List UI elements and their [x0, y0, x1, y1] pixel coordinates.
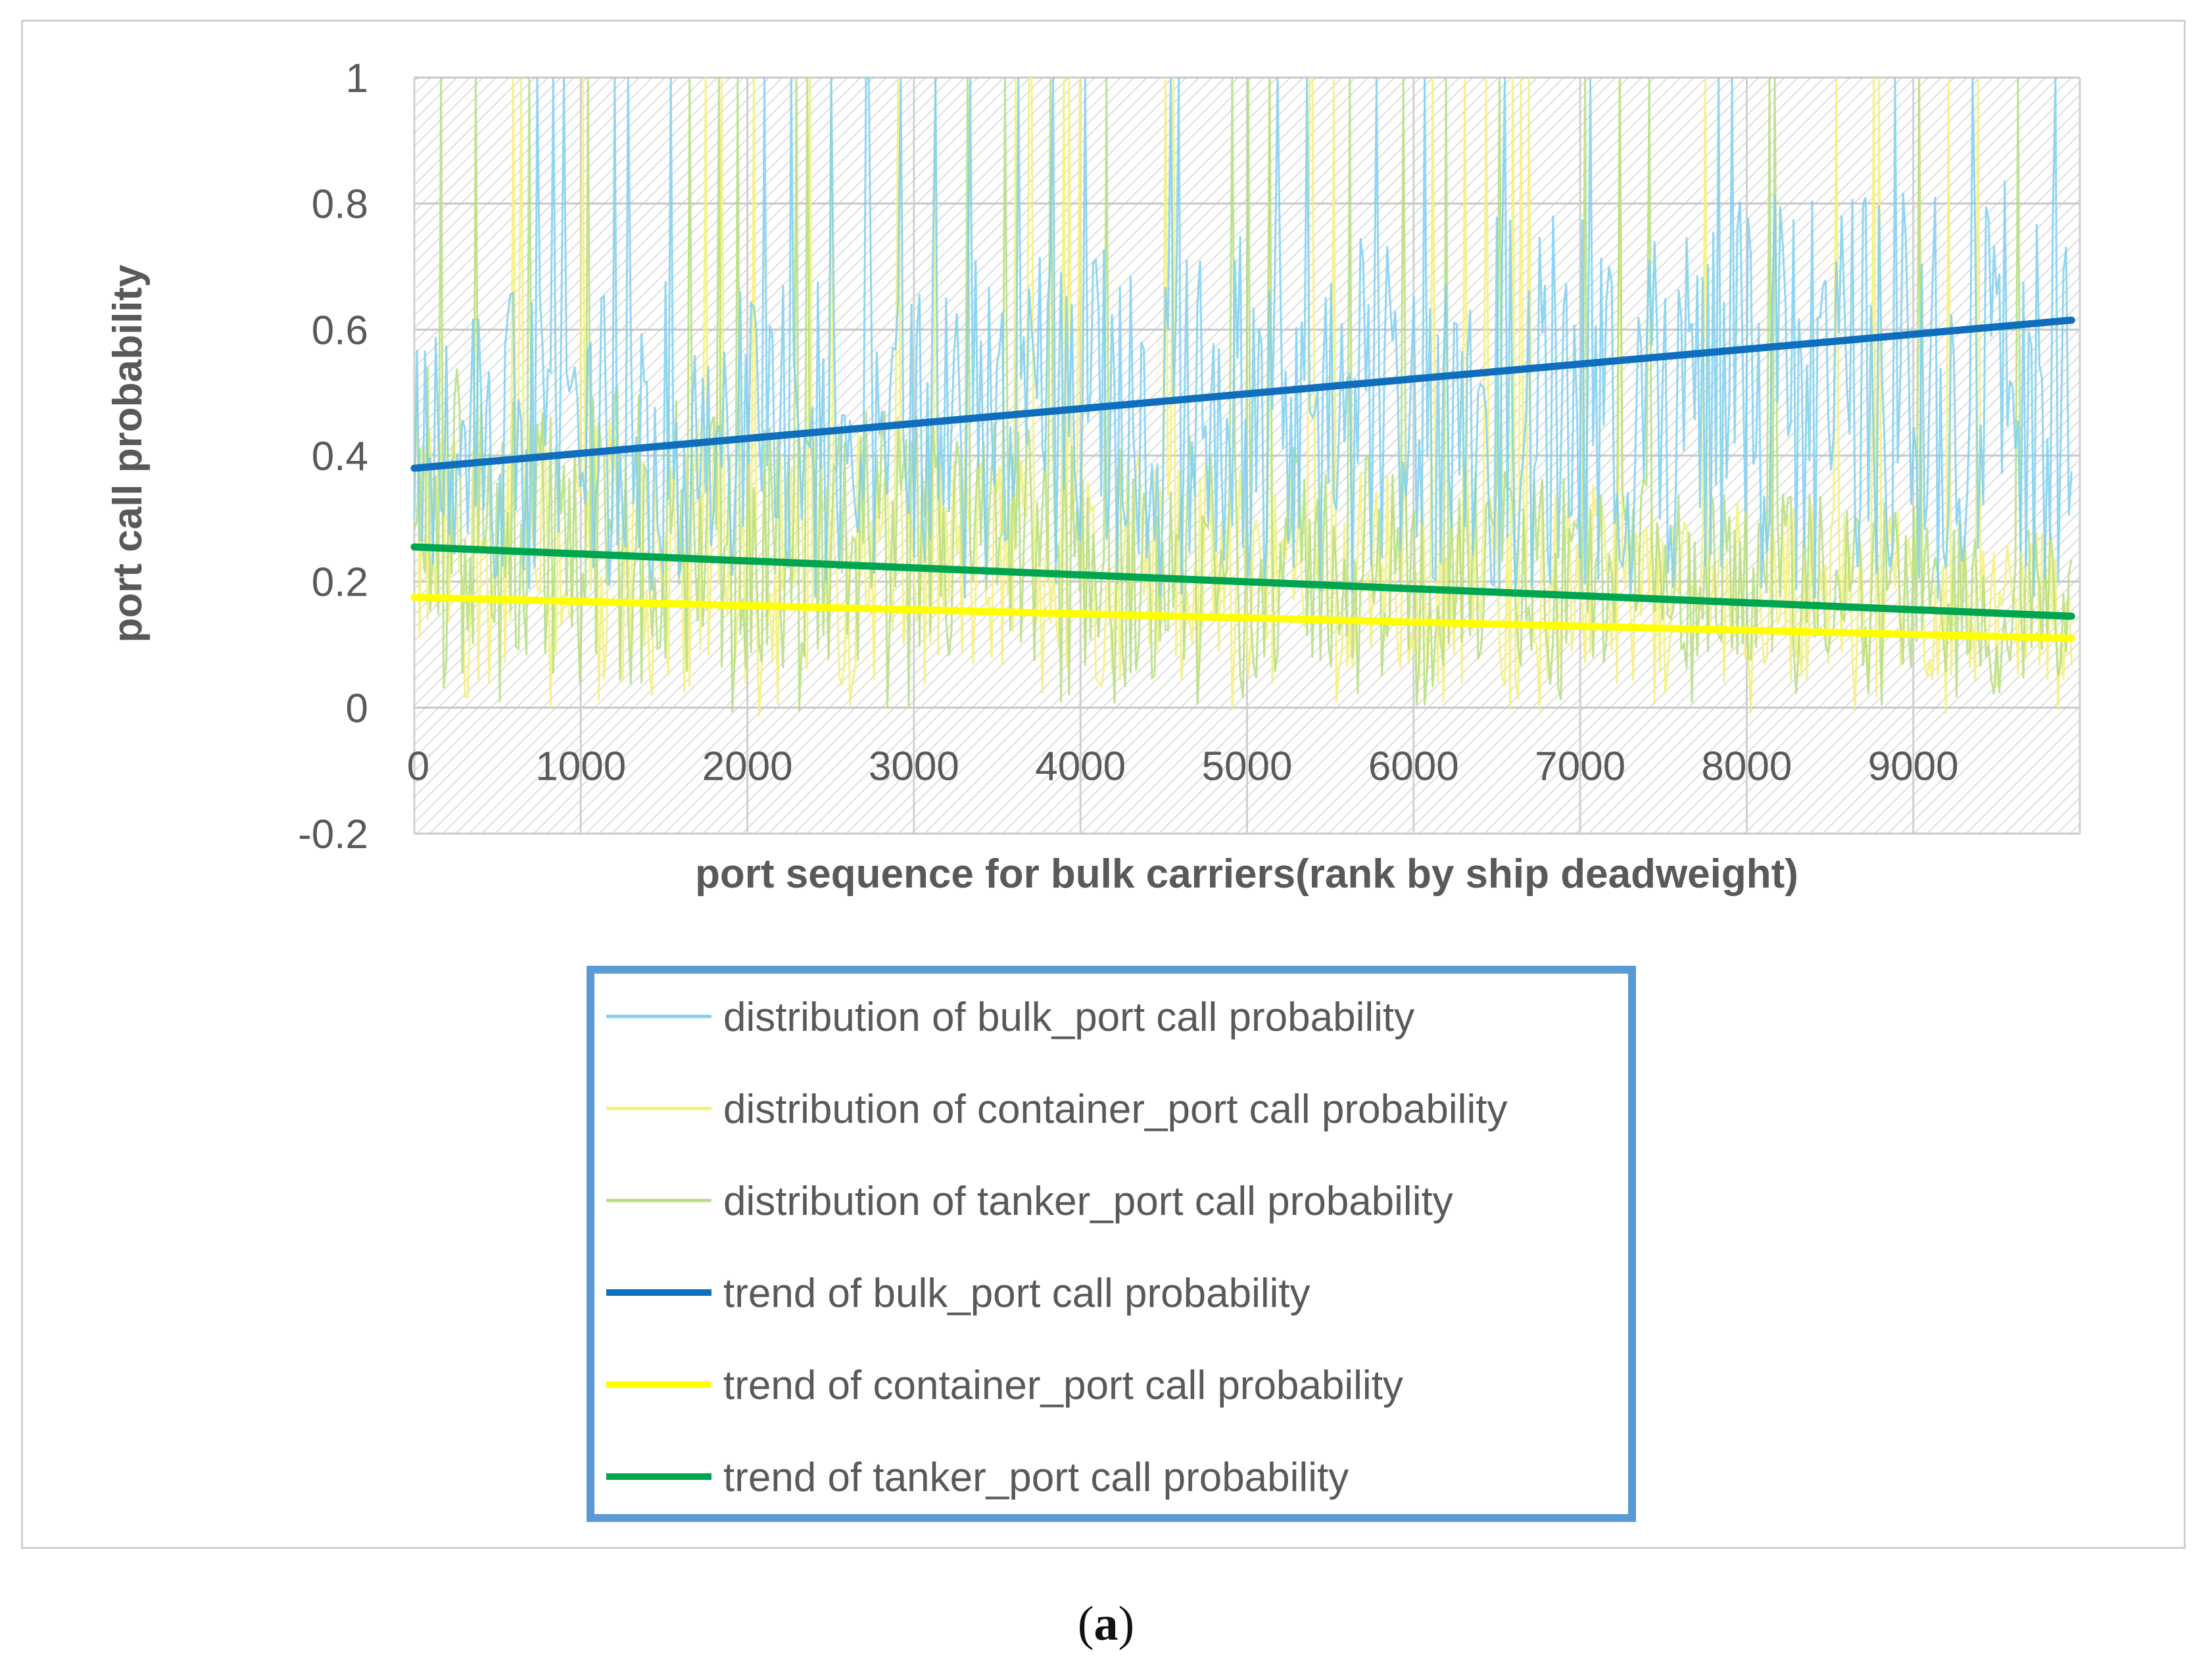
caption-open-paren: (: [1077, 1597, 1094, 1651]
legend-label: trend of bulk_port call probability: [723, 1271, 1310, 1316]
figure-caption: (a): [0, 1596, 2212, 1652]
x-tick-label: 7000: [1535, 744, 1625, 789]
y-tick-labels: 1 0.8 0.6 0.4 0.2 0 -0.2: [298, 56, 368, 857]
distribution-line: [414, 78, 2073, 713]
x-tick-label: 2000: [702, 744, 793, 789]
caption-letter: a: [1094, 1597, 1118, 1651]
y-tick-label: 1: [346, 56, 368, 101]
legend-label: distribution of tanker_port call probabi…: [723, 1179, 1453, 1224]
x-axis-title: port sequence for bulk carriers(rank by …: [695, 851, 1798, 897]
legend-box: [587, 966, 1636, 1522]
x-tick-label: 6000: [1368, 744, 1459, 789]
y-tick-label: 0: [346, 686, 368, 731]
caption-close-paren: ): [1118, 1597, 1135, 1651]
y-axis-title: port call probability: [105, 264, 151, 643]
x-tick-label: 9000: [1868, 744, 1959, 789]
x-tick-label: 8000: [1701, 744, 1792, 789]
y-tick-label: -0.2: [298, 812, 368, 857]
trend-line: [410, 543, 2075, 620]
legend-label: trend of tanker_port call probability: [723, 1455, 1349, 1500]
x-tick-label: 4000: [1035, 744, 1126, 789]
y-tick-label: 0.2: [312, 560, 368, 605]
trend-series: [410, 316, 2075, 642]
x-tick-labels: 0 1000 2000 3000 4000 5000 6000 7000 8000 9000: [407, 744, 1959, 789]
distribution-line: [414, 78, 2073, 600]
y-tick-label: 0.8: [312, 182, 368, 227]
trend-line: [410, 594, 2075, 642]
y-tick-label: 0.6: [312, 308, 368, 353]
y-tick-label: 0.4: [312, 434, 368, 479]
x-tick-label: 5000: [1202, 744, 1293, 789]
x-tick-label: 1000: [535, 744, 626, 789]
x-tick-label: 3000: [869, 744, 959, 789]
x-tick-label: 0: [407, 744, 429, 789]
legend-label: distribution of container_port call prob…: [723, 1087, 1507, 1132]
legend-label: distribution of bulk_port call probabili…: [723, 995, 1414, 1040]
trend-line: [410, 316, 2075, 472]
legend-label: trend of container_port call probability: [723, 1363, 1403, 1408]
legend: distribution of bulk_port call probabili…: [606, 995, 1507, 1500]
